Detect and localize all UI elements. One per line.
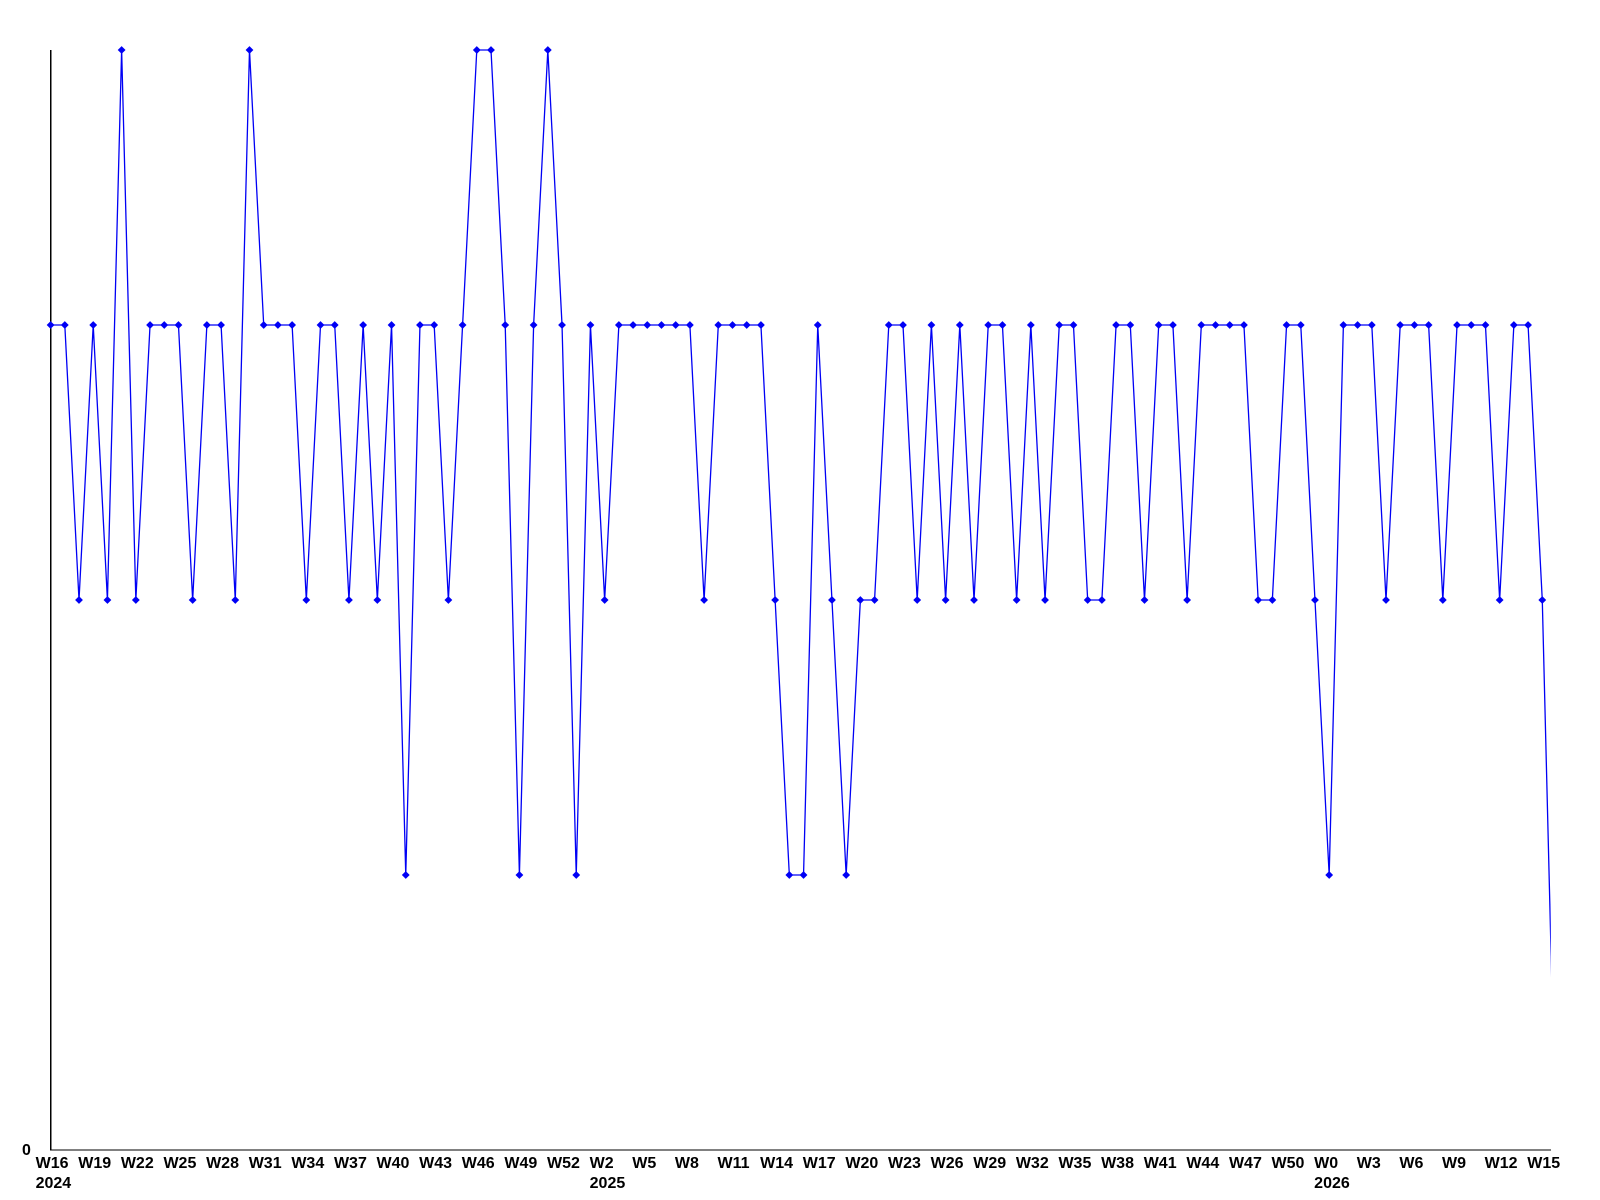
svg-text:W34: W34 <box>291 1155 324 1172</box>
svg-text:W29: W29 <box>973 1155 1006 1172</box>
svg-text:W37: W37 <box>334 1155 367 1172</box>
svg-text:0: 0 <box>22 1142 31 1159</box>
svg-text:W23: W23 <box>888 1155 921 1172</box>
svg-text:W26: W26 <box>931 1155 964 1172</box>
svg-text:W8: W8 <box>675 1155 699 1172</box>
svg-text:2025: 2025 <box>590 1175 626 1192</box>
svg-text:W50: W50 <box>1272 1155 1305 1172</box>
svg-text:2024: 2024 <box>36 1175 72 1192</box>
svg-text:W9: W9 <box>1442 1155 1466 1172</box>
svg-text:W41: W41 <box>1144 1155 1177 1172</box>
svg-text:W31: W31 <box>249 1155 282 1172</box>
svg-text:W16: W16 <box>36 1155 69 1172</box>
svg-text:W22: W22 <box>121 1155 154 1172</box>
svg-text:W19: W19 <box>78 1155 111 1172</box>
svg-text:W46: W46 <box>462 1155 495 1172</box>
svg-text:W5: W5 <box>632 1155 656 1172</box>
svg-text:2026: 2026 <box>1314 1175 1350 1192</box>
svg-text:W32: W32 <box>1016 1155 1049 1172</box>
svg-text:W20: W20 <box>845 1155 878 1172</box>
svg-text:W43: W43 <box>419 1155 452 1172</box>
svg-text:W38: W38 <box>1101 1155 1134 1172</box>
svg-text:W52: W52 <box>547 1155 580 1172</box>
svg-text:W14: W14 <box>760 1155 793 1172</box>
svg-text:W47: W47 <box>1229 1155 1262 1172</box>
svg-text:W0: W0 <box>1314 1155 1338 1172</box>
svg-text:W35: W35 <box>1058 1155 1091 1172</box>
svg-text:W17: W17 <box>803 1155 836 1172</box>
svg-text:W15: W15 <box>1527 1155 1560 1172</box>
svg-text:W12: W12 <box>1485 1155 1518 1172</box>
svg-text:W49: W49 <box>504 1155 537 1172</box>
svg-text:W28: W28 <box>206 1155 239 1172</box>
svg-text:W44: W44 <box>1186 1155 1219 1172</box>
svg-text:W25: W25 <box>163 1155 196 1172</box>
svg-text:W2: W2 <box>590 1155 614 1172</box>
svg-text:W3: W3 <box>1357 1155 1381 1172</box>
svg-text:W40: W40 <box>377 1155 410 1172</box>
svg-text:W6: W6 <box>1399 1155 1423 1172</box>
svg-text:W11: W11 <box>718 1155 750 1172</box>
